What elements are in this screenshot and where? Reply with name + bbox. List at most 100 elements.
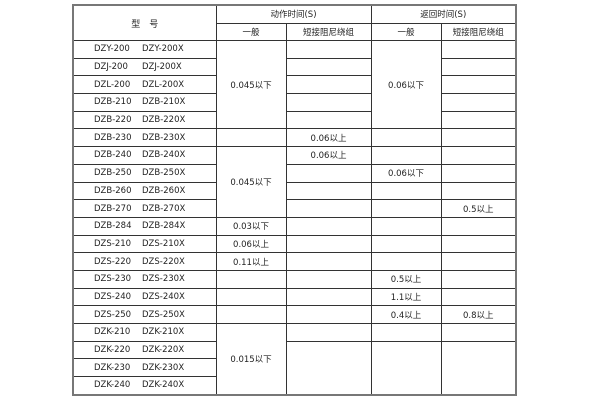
model-x-variant: DZS-230X [142,274,185,285]
table-row: DZB-230 DZB-230X 0.06以上 [72,128,517,148]
header-row-2: 一般 短接阻尼绕组 一般 短接阻尼绕组 [73,22,517,41]
table-row: DZK-220 DZK-220X [72,340,517,396]
table-row: DZS-240 DZS-240X 1.1以上 [72,287,517,307]
return-short-cell [440,323,517,342]
table-row: DZB-220 DZB-220X [72,110,517,130]
action-short-cell [285,40,372,59]
model-x-variant: DZK-210X [142,327,185,338]
table-row: DZB-240 DZB-240X 0.045以下 0.06以上 [72,146,517,218]
model-x-variant: DZB-284X [142,221,186,232]
model-x-variant: DZY-200X [142,44,184,55]
action-short-cell [285,234,372,254]
return-general-cell: 0.06以下 [370,163,442,183]
return-short-cell [440,181,517,201]
table-row: DZB-250 DZB-250X 0.06以下 [72,163,517,183]
header-action-time: 动作时间(S) [215,4,372,24]
model-standard: DZB-230 [94,132,132,143]
header-model: 型 号 [72,4,217,41]
return-short-cell [440,234,517,254]
model-x-variant: DZB-240X [142,150,186,161]
model-cell: DZJ-200 DZJ-200X [72,57,217,77]
action-short-cell: 0.06以上 [285,146,372,165]
table-row: DZS-250 DZS-250X 0.4以上 0.8以上 [72,305,517,324]
return-short-cell [440,287,517,307]
header-return-short: 短接阻尼绕组 [440,22,517,41]
model-x-variant: DZS-250X [142,309,185,320]
return-short-cell [440,40,517,59]
model-cell: DZK-210 DZK-210X [72,323,217,342]
model-standard: DZS-230 [94,274,132,285]
model-x-variant: DZL-200X [142,79,185,90]
model-cell: DZY-200 DZY-200X [72,40,217,59]
model-cell: DZK-230 DZK-230X [72,358,217,378]
table-row: DZB-210 DZB-210X [72,93,517,112]
action-short-cell [285,323,372,342]
return-short-cell [440,252,517,271]
return-general-cell: 0.4以上 [370,305,442,324]
return-general-cell [370,199,442,218]
action-short-cell [285,305,372,324]
model-cell: DZB-250 DZB-250X [72,163,217,183]
table-row: DZK-230 DZK-230X [72,358,516,378]
action-general-cell [215,305,287,324]
action-short-cell [285,75,372,95]
action-short-cell [285,181,372,201]
model-x-variant: DZB-210X [142,97,186,108]
model-standard: DZB-210 [94,97,132,108]
model-x-variant: DZB-230X [142,132,186,143]
model-x-variant: DZK-220X [142,345,185,356]
model-standard: DZS-210 [94,238,132,249]
model-cell: DZK-220 DZK-220X [72,340,217,360]
model-x-variant: DZB-250X [142,168,186,179]
return-general-cell: 0.5以上 [370,269,442,289]
return-short-cell [440,146,517,165]
model-cell: DZB-220 DZB-220X [72,110,217,130]
model-x-variant: DZB-220X [142,115,186,126]
model-x-variant: DZS-240X [142,291,185,302]
model-x-variant: DZK-240X [142,380,185,391]
model-cell: DZS-220 DZS-220X [72,252,217,271]
return-general-cell [370,181,442,201]
table-row: DZK-210 DZK-210X 0.015以下 [72,322,517,396]
header-action-short: 短接阻尼绕组 [285,22,372,41]
model-cell: DZB-284 DZB-284X [72,216,217,236]
model-standard: DZB-260 [94,185,132,196]
return-short-cell [440,269,517,289]
return-short-cell: 0.8以上 [440,305,517,324]
model-standard: DZS-250 [94,309,132,320]
model-standard: DZS-220 [94,256,132,267]
action-general-cell: 0.11以上 [215,252,287,271]
model-cell: DZS-210 DZS-210X [72,234,217,254]
model-standard: DZB-240 [94,150,132,161]
model-cell: DZB-210 DZB-210X [72,93,217,112]
model-standard: DZY-200 [94,44,130,55]
model-cell: DZK-240 DZK-240X [72,376,217,396]
model-x-variant: DZB-270X [142,203,186,214]
table-row: DZY-200 DZY-200X 0.045以下 0.06以下 [72,39,517,130]
table-row: DZS-220 DZS-220X 0.11以上 [72,252,517,271]
relay-spec-table: 型 号 动作时间(S) 返回时间(S) 一般 短接阻尼绕组 一般 短接阻尼绕组 … [72,4,517,396]
model-cell: DZS-230 DZS-230X [72,269,217,289]
model-cell: DZB-270 DZB-270X [72,199,217,218]
model-standard: DZS-240 [94,291,132,302]
action-short-cell [285,216,372,236]
model-cell: DZB-260 DZB-260X [72,181,217,201]
action-short-cell [285,57,372,77]
action-general-cell: 0.045以下 [215,39,287,130]
model-cell: DZS-250 DZS-250X [72,305,217,324]
table-row: DZK-240 DZK-240X [72,376,516,396]
table-row: DZB-284 DZB-284X 0.03以下 [72,216,517,236]
action-short-cell: 0.06以上 [285,128,372,148]
return-short-cell [440,110,517,130]
table-row: DZJ-200 DZJ-200X [72,57,517,77]
return-short-cell: 0.5以上 [440,199,517,218]
model-x-variant: DZB-260X [142,185,186,196]
action-general-cell [215,287,287,307]
model-standard: DZK-210 [94,327,131,338]
table-row: DZL-200 DZL-200X [72,75,517,95]
return-short-cell [440,128,517,148]
action-general-cell: 0.015以下 [215,322,287,396]
action-general-cell [215,128,287,148]
action-short-cell [285,252,372,271]
return-general-cell [370,323,442,342]
